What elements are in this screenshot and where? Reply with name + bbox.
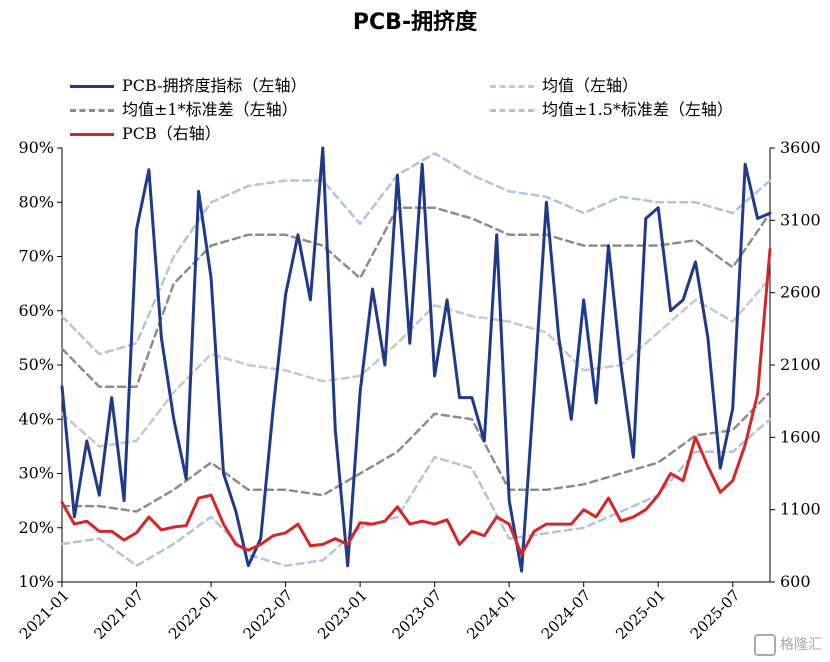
watermark-text: 格隆汇 [780, 637, 822, 653]
right-tick-label: 2600 [780, 283, 821, 302]
left-tick-label: 60% [18, 301, 54, 320]
legend-swatch-std15 [490, 109, 534, 112]
x-tick-label: 2025-07 [687, 586, 744, 643]
legend-item-std15: 均值±1.5*标准差（左轴） [490, 96, 733, 120]
legend-label-std1: 均值±1*标准差（左轴） [122, 100, 298, 119]
series-line-2 [60, 206, 772, 388]
right-tick-label: 3100 [780, 210, 821, 229]
legend-label-std15: 均值±1.5*标准差（左轴） [542, 100, 733, 119]
series-line-3 [60, 390, 772, 513]
x-tick-label: 2024-01 [463, 586, 520, 643]
right-tick-label: 2100 [780, 355, 821, 374]
legend-swatch-pcb [70, 133, 114, 136]
left-tick-label: 30% [18, 464, 54, 483]
legend-item-mean: 均值（左轴） [490, 72, 638, 96]
x-tick-label: 2022-07 [240, 586, 297, 643]
right-tick-label: 600 [780, 572, 811, 591]
right-tick-label: 1600 [780, 427, 821, 446]
x-tick-label: 2023-07 [389, 586, 446, 643]
watermark: 格隆汇 [754, 634, 822, 656]
left-tick-label: 90% [18, 138, 54, 157]
left-tick-label: 70% [18, 247, 54, 266]
legend-swatch-mean [490, 85, 534, 88]
chart-title: PCB-拥挤度 [352, 10, 478, 35]
left-tick-label: 50% [18, 355, 54, 374]
right-tick-label: 3600 [780, 138, 821, 157]
legend-item-crowding: PCB-拥挤度指标（左轴） [70, 72, 306, 96]
legend-item-std1: 均值±1*标准差（左轴） [70, 96, 298, 120]
series-line-0 [60, 146, 772, 573]
watermark-logo-icon [754, 634, 776, 656]
left-tick-label: 20% [18, 518, 54, 537]
legend-label-crowding: PCB-拥挤度指标（左轴） [122, 76, 307, 95]
x-tick-label: 2024-07 [538, 586, 595, 643]
legend-swatch-std1 [70, 109, 114, 112]
right-tick-label: 1100 [780, 500, 821, 519]
x-tick-label: 2021-01 [16, 586, 73, 643]
legend-label-pcb: PCB（右轴） [122, 124, 221, 143]
series-line-4 [60, 152, 772, 356]
legend-label-mean: 均值（左轴） [542, 76, 639, 95]
series-line-1 [60, 276, 772, 448]
left-tick-label: 40% [18, 409, 54, 428]
x-tick-label: 2023-01 [314, 586, 371, 643]
x-tick-label: 2025-01 [612, 586, 669, 643]
legend-swatch-crowding [70, 85, 114, 88]
series-line-6 [60, 247, 772, 556]
x-tick-label: 2021-07 [91, 586, 148, 643]
left-tick-label: 10% [18, 572, 54, 591]
legend-item-pcb: PCB（右轴） [70, 120, 221, 144]
x-tick-label: 2022-01 [165, 586, 222, 643]
series-line-5 [60, 418, 772, 567]
left-tick-label: 80% [18, 192, 54, 211]
